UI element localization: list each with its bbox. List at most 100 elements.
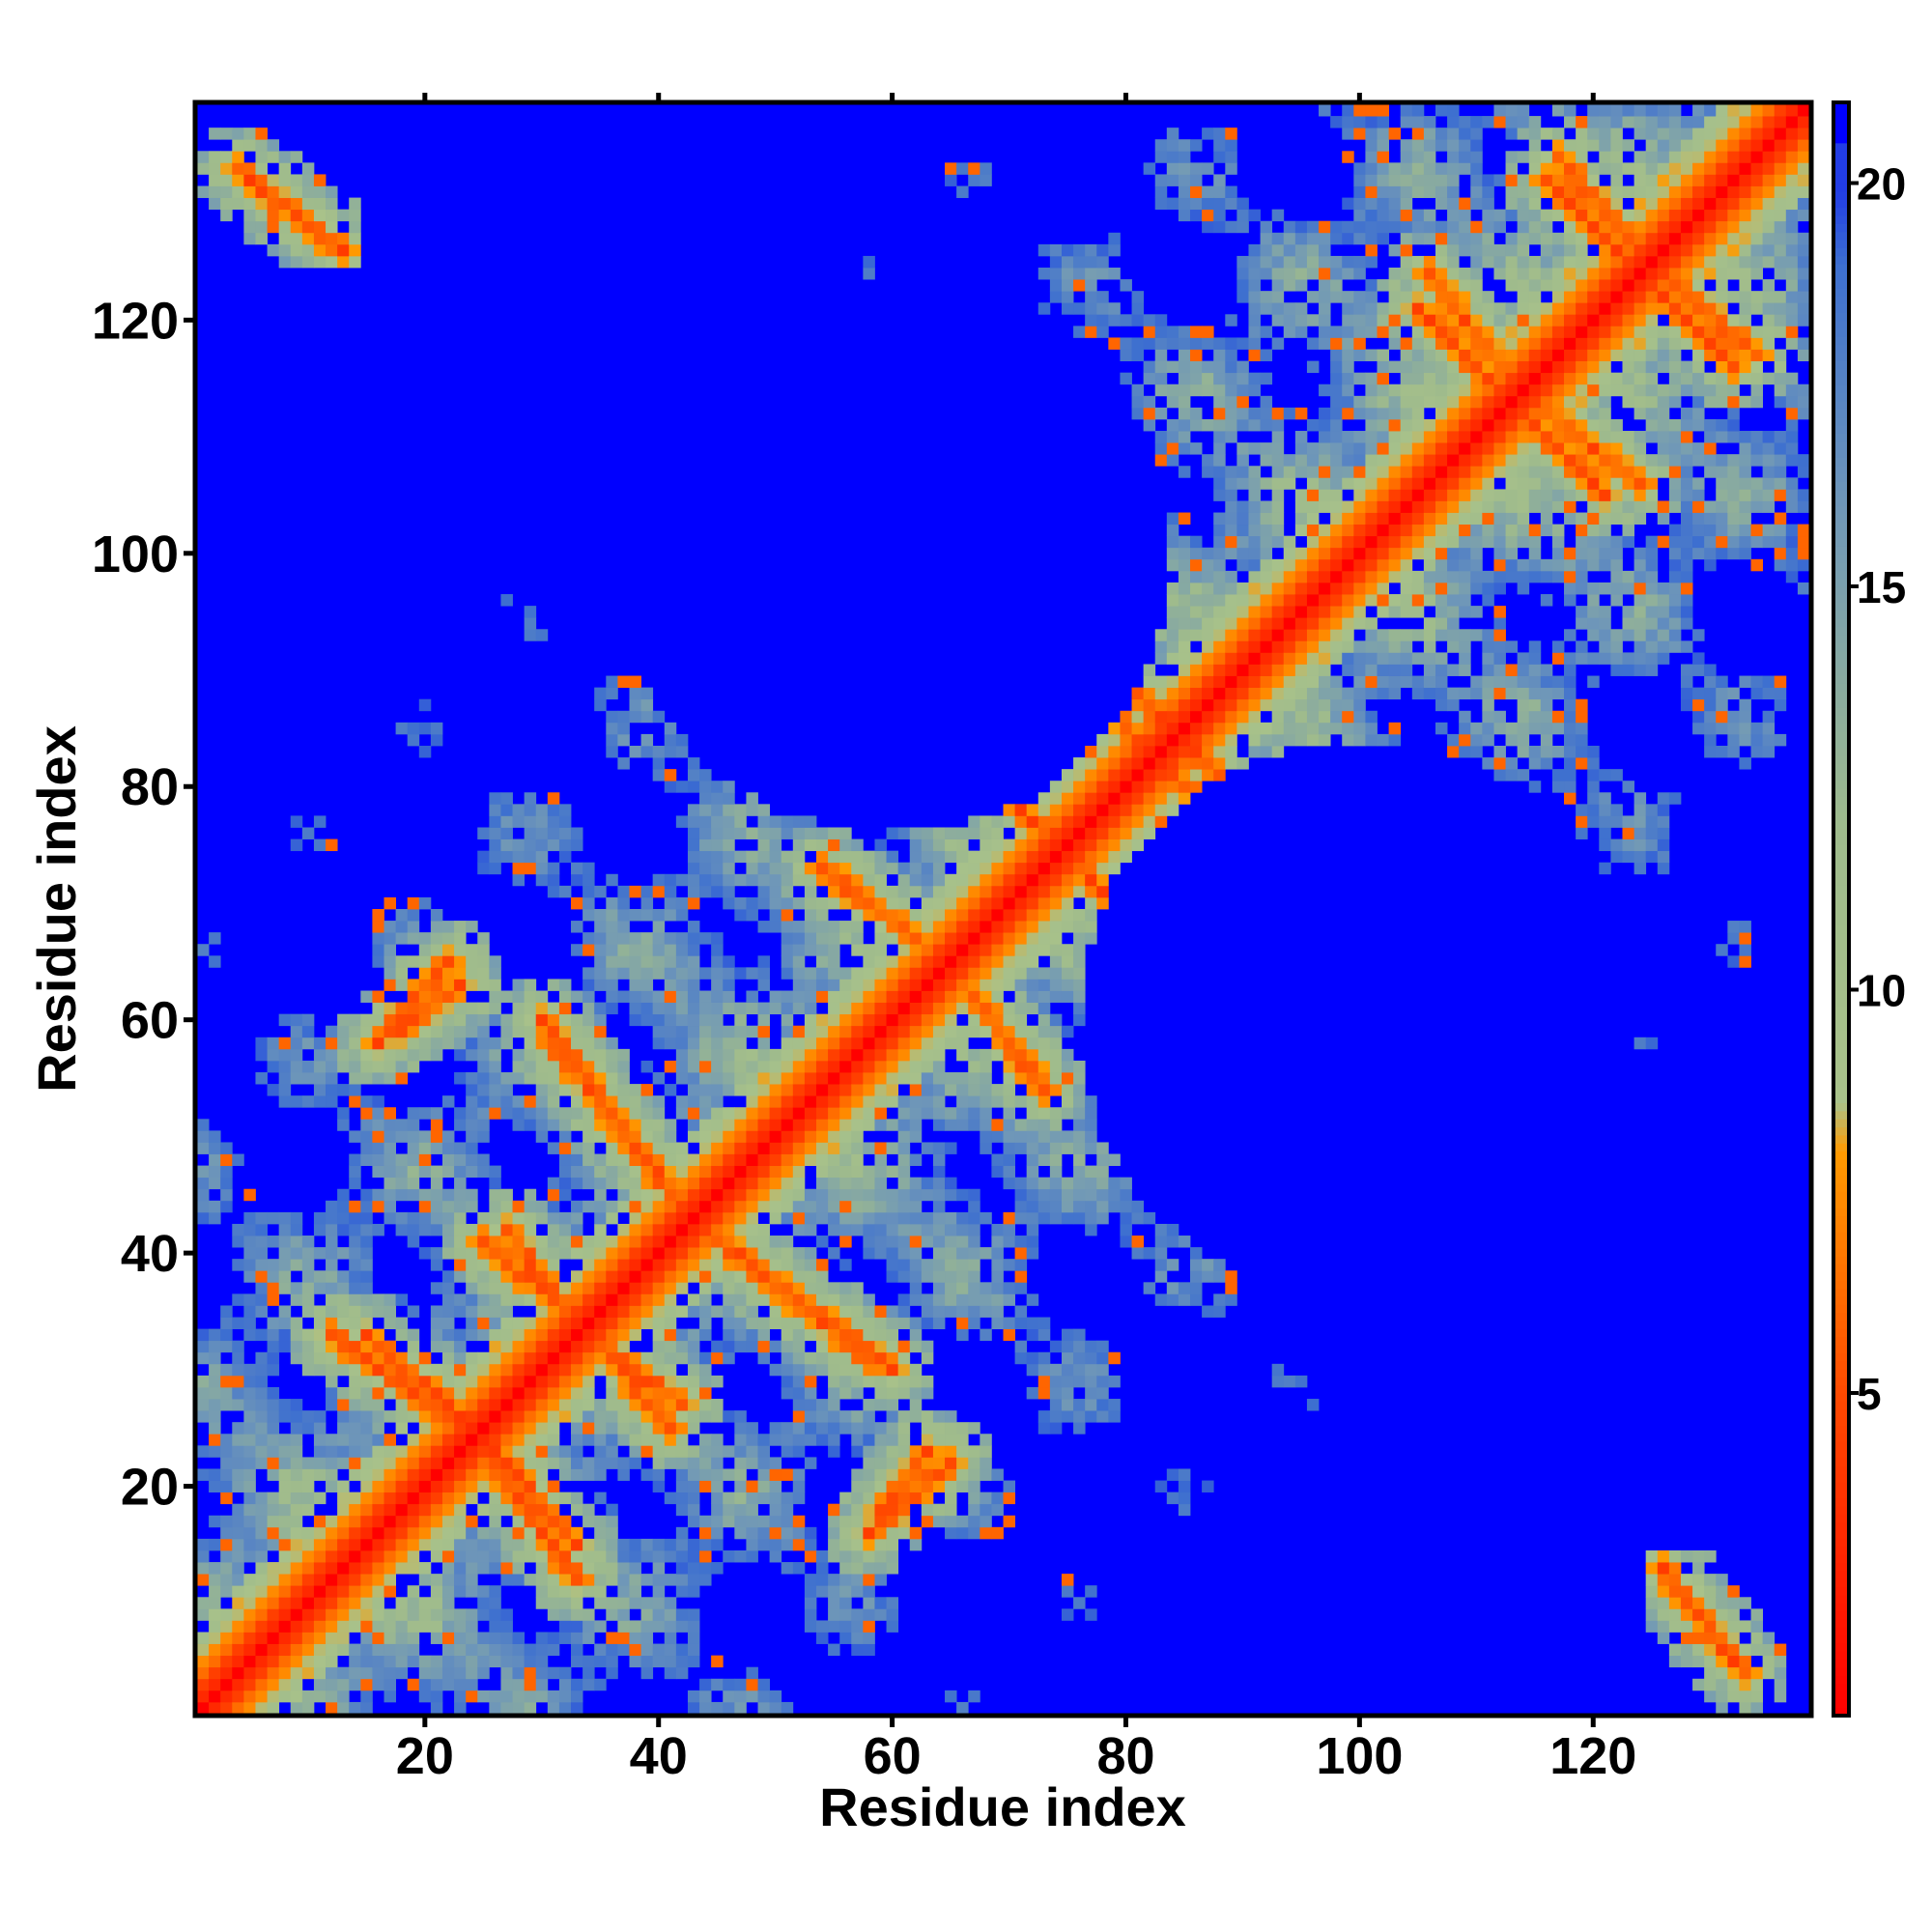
heatmap-cell [1143,395,1156,409]
heatmap-cell [734,1142,747,1154]
heatmap-cell [349,1048,361,1062]
heatmap-cell [384,1293,396,1306]
heatmap-cell [921,1422,934,1435]
heatmap-cell [1306,722,1320,735]
heatmap-cell [734,1328,747,1342]
heatmap-cell [746,1119,758,1131]
heatmap-cell [582,1351,595,1365]
heatmap-cell [675,1468,689,1481]
heatmap-cell [828,1305,840,1318]
heatmap-cell [897,1048,911,1062]
heatmap-cell [360,1223,373,1236]
heatmap-cell [909,955,923,968]
heatmap-cell [792,1072,806,1085]
heatmap-cell [723,1259,735,1271]
heatmap-cell [197,1351,210,1365]
heatmap-cell [500,1351,513,1365]
heatmap-cell [1108,769,1121,781]
heatmap-cell [1061,1574,1074,1586]
heatmap-cell [1319,326,1331,338]
heatmap-cell [804,1351,817,1365]
heatmap-cell [629,1013,641,1027]
heatmap-cell [466,1492,478,1505]
heatmap-cell [418,1492,432,1505]
heatmap-cell [757,921,771,933]
heatmap-cell [326,1328,338,1342]
heatmap-cell [1225,524,1237,537]
heatmap-cell [1003,1002,1015,1015]
heatmap-cell [606,1282,618,1294]
heatmap-cell [851,1492,864,1505]
heatmap-cell [1319,640,1331,653]
heatmap-cell [489,1538,501,1551]
heatmap-cell [1248,279,1261,292]
heatmap-cell [1225,606,1237,618]
heatmap-cell [606,1445,618,1458]
heatmap-cell [828,1328,840,1342]
heatmap-cell [1330,512,1343,526]
heatmap-cell [909,1317,923,1330]
heatmap-cell [874,1375,887,1388]
heatmap-cell [349,1526,361,1540]
heatmap-cell [1026,804,1039,816]
heatmap-cell [828,885,840,898]
heatmap-cell [243,1538,256,1551]
heatmap-cell [1213,629,1226,641]
heatmap-cell [687,1084,700,1096]
heatmap-cell [781,944,794,956]
heatmap-cell [606,1666,618,1680]
heatmap-cell [687,1200,700,1213]
heatmap-cell [301,827,315,839]
heatmap-cell [372,1048,384,1062]
heatmap-cell [395,955,409,968]
heatmap-cell [571,1585,583,1598]
heatmap-cell [699,781,712,793]
heatmap-cell [757,1434,771,1446]
heatmap-cell [886,1620,899,1633]
heatmap-cell [1143,710,1156,724]
heatmap-cell [430,1188,443,1202]
heatmap-cell [558,1515,572,1528]
heatmap-cell [384,1690,396,1703]
heatmap-cell [1026,1211,1039,1225]
heatmap-cell [1003,1282,1015,1294]
heatmap-cell [430,1434,443,1446]
heatmap-cell [1073,827,1086,839]
heatmap-cell [372,1549,384,1563]
heatmap-cell [301,1037,315,1050]
heatmap-cell [640,1422,654,1435]
heatmap-cell [326,1515,338,1528]
heatmap-cell [1248,418,1261,432]
heatmap-cell [1131,804,1145,816]
heatmap-cell [711,1211,724,1225]
heatmap-cell [839,1632,852,1644]
heatmap-cell [921,1025,934,1038]
heatmap-cell [734,1457,747,1469]
heatmap-cell [466,1084,478,1096]
heatmap-cell [687,769,700,781]
heatmap-cell [711,955,724,968]
heatmap-cell [1236,466,1249,478]
heatmap-cell [582,1165,595,1179]
heatmap-cell [980,1457,992,1469]
heatmap-cell [430,1328,443,1342]
heatmap-cell [337,1293,350,1306]
heatmap-cell [746,1678,758,1691]
heatmap-cell [617,1632,630,1644]
heatmap-cell [828,1130,840,1143]
heatmap-cell [675,1480,689,1493]
heatmap-cell [652,1363,666,1377]
heatmap-cell [687,1002,700,1015]
heatmap-cell [664,1375,677,1388]
heatmap-cell [897,1060,911,1073]
heatmap-cell [781,1259,794,1271]
heatmap-cell [863,1072,875,1085]
heatmap-cell [792,1142,806,1154]
heatmap-cell [839,1492,852,1505]
heatmap-cell [664,1399,677,1411]
heatmap-cell [1073,944,1086,956]
heatmap-cell [337,1492,350,1505]
heatmap-cell [1026,1095,1039,1108]
heatmap-cell [629,1095,641,1108]
heatmap-cell [1283,687,1296,700]
